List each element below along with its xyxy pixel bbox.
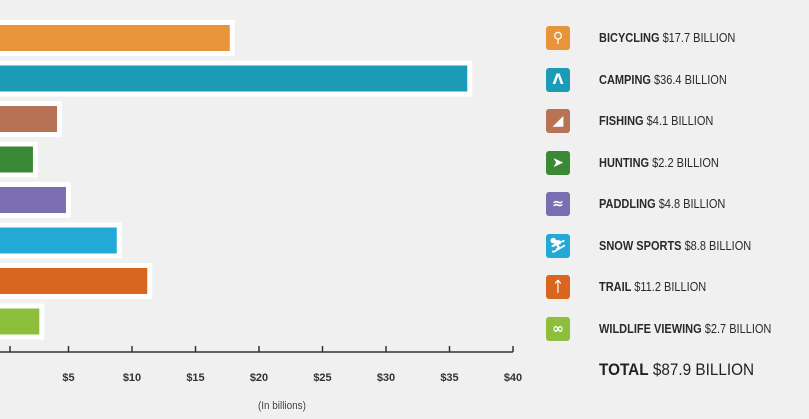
legend-name: CAMPING [599,72,654,87]
legend-item-camping: Λ CAMPING $36.4 BILLION [546,67,744,93]
legend-amount: $4.8 BILLION [658,197,726,211]
x-tick-label: $30 [377,372,395,384]
legend-name: BICYCLING [599,31,663,45]
legend-item-paddling: ≈ PADDLING $4.8 BILLION [546,191,743,217]
hunting-icon: ➤ [546,150,570,175]
hiker-icon: ᛏ [546,275,570,299]
x-axis-label: (In billions) [258,400,306,412]
fish-icon: ◢ [546,109,570,133]
legend-name: SNOW SPORTS [599,238,685,253]
legend-label: TRAIL $11.2 BILLION [599,280,706,294]
legend-name: WILDLIFE VIEWING [599,321,705,336]
legend-label: HUNTING $2.2 BILLION [599,156,719,170]
legend-label: CAMPING $36.4 BILLION [599,73,727,87]
legend-item-wildlife-viewing: ∞ WILDLIFE VIEWING $2.7 BILLION [546,316,795,342]
bicycle-icon: ⚲ [546,26,570,50]
legend-amount: $17.7 BILLION [662,31,736,45]
legend-label: FISHING $4.1 BILLION [599,114,713,128]
x-tick-label: $15 [186,372,204,384]
legend-item-trail: ᛏ TRAIL $11.2 BILLION [546,274,721,300]
tent-icon: Λ [546,67,570,92]
x-tick-label: $25 [313,372,331,384]
total-summary: TOTAL $87.9 BILLION [599,360,754,380]
legend-amount: $8.8 BILLION [684,238,752,253]
legend-amount: $2.7 BILLION [704,321,772,336]
legend-label: BICYCLING $17.7 BILLION [599,31,735,45]
kayak-icon: ≈ [546,192,570,216]
legend-label: SNOW SPORTS $8.8 BILLION [599,239,751,253]
legend-amount: $2.2 BILLION [652,155,719,170]
legend-name: HUNTING [599,155,653,170]
x-tick-label: $10 [123,372,141,384]
x-tick-label: $20 [250,372,268,384]
bar-camping [0,65,468,92]
bar-paddling [0,187,66,213]
total-amount: $87.9 BILLION [652,360,755,379]
legend-item-bicycling: ⚲ BICYCLING $17.7 BILLION [546,25,754,51]
bar-snow-sports [0,227,117,254]
bar-wildlife-viewing [0,308,40,335]
legend-amount: $36.4 BILLION [654,72,727,87]
legend-label: WILDLIFE VIEWING $2.7 BILLION [599,322,771,336]
bar-hunting [0,146,33,173]
legend-item-fishing: ◢ FISHING $4.1 BILLION [546,108,729,134]
bar-fishing [0,106,58,132]
legend-name: PADDLING [599,197,659,211]
legend-label: PADDLING $4.8 BILLION [599,197,725,211]
x-tick-label: $5 [62,372,74,384]
total-label: TOTAL [599,360,649,379]
skier-icon: ⛷ [546,233,570,258]
legend-amount: $11.2 BILLION [634,280,707,294]
bar-bicycling [0,25,230,51]
x-tick-label: $40 [504,372,522,384]
bar-trail [0,268,148,294]
legend-name: TRAIL [599,280,635,294]
x-tick-label: $35 [440,372,458,384]
binoculars-icon: ∞ [546,316,570,341]
legend-name: FISHING [599,114,647,128]
legend-item-hunting: ➤ HUNTING $2.2 BILLION [546,150,735,176]
legend-amount: $4.1 BILLION [646,114,714,128]
legend-item-snow-sports: ⛷ SNOW SPORTS $8.8 BILLION [546,233,772,259]
